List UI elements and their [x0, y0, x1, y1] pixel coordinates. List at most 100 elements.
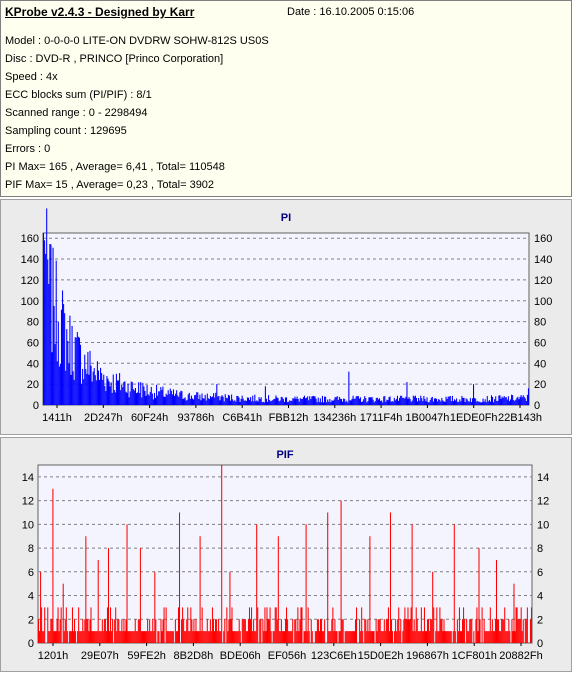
data-bar	[370, 397, 372, 405]
data-bar	[134, 619, 136, 643]
data-bar	[120, 631, 122, 643]
data-bar	[478, 548, 480, 643]
series-pi	[43, 208, 529, 405]
data-bar	[291, 400, 293, 405]
data-bar	[183, 398, 185, 405]
data-bar	[318, 631, 320, 643]
data-bar	[296, 396, 298, 405]
data-bar	[381, 400, 383, 405]
data-bar	[443, 619, 445, 643]
data-bar	[165, 607, 167, 643]
data-bar	[109, 631, 111, 643]
data-bar	[288, 401, 290, 405]
data-bar	[489, 607, 491, 643]
data-bar	[353, 398, 355, 405]
data-bar	[346, 631, 348, 643]
data-bar	[68, 631, 70, 643]
data-bar	[111, 392, 113, 405]
data-bar	[186, 619, 188, 643]
data-bar	[383, 619, 385, 643]
data-bar	[131, 631, 133, 643]
data-bar	[294, 619, 296, 643]
y-tick-label-left: 4	[28, 591, 34, 603]
data-bar	[435, 631, 437, 643]
data-bar	[232, 631, 234, 643]
data-bar	[215, 392, 217, 405]
data-bar	[269, 607, 271, 643]
data-bar	[246, 631, 248, 643]
data-bar	[177, 607, 179, 643]
y-tick-label-left: 140	[21, 254, 39, 266]
data-bar	[393, 397, 395, 405]
data-bar	[449, 396, 451, 405]
data-bar	[151, 393, 153, 405]
data-bar	[182, 607, 184, 643]
data-bar	[148, 395, 150, 405]
data-bar	[493, 631, 495, 643]
data-bar	[470, 619, 472, 643]
data-bar	[182, 399, 184, 405]
data-bar	[239, 631, 241, 643]
data-bar	[380, 400, 382, 405]
data-bar	[495, 559, 498, 643]
data-bar	[345, 401, 347, 405]
data-bar	[190, 607, 192, 643]
data-bar	[175, 631, 177, 643]
data-bar	[171, 631, 173, 643]
data-bar	[178, 396, 180, 405]
data-bar	[402, 398, 404, 405]
data-bar	[79, 344, 82, 405]
data-bar	[297, 607, 299, 643]
data-bar	[505, 631, 507, 643]
data-bar	[170, 390, 172, 405]
data-bar	[185, 631, 187, 643]
data-bar	[263, 631, 265, 643]
data-bar	[408, 619, 410, 643]
data-bar	[381, 631, 383, 643]
data-bar	[228, 395, 231, 405]
data-bar	[83, 379, 85, 405]
data-bar	[212, 396, 214, 405]
data-bar	[199, 394, 201, 405]
data-bar	[235, 631, 237, 643]
data-bar	[94, 375, 96, 405]
data-bar	[133, 631, 135, 643]
data-bar	[242, 398, 244, 405]
data-bar	[442, 631, 444, 643]
data-bar	[167, 390, 169, 405]
data-bar	[418, 631, 420, 643]
data-bar	[190, 395, 192, 405]
data-bar	[264, 607, 266, 643]
data-bar	[501, 619, 503, 643]
data-bar	[471, 619, 473, 643]
data-bar	[227, 631, 229, 643]
data-bar	[240, 398, 242, 405]
data-bar	[191, 398, 194, 405]
data-bar	[236, 395, 238, 405]
data-bar	[349, 400, 351, 405]
data-bar	[101, 619, 103, 643]
data-bar	[292, 619, 294, 643]
data-bar	[388, 631, 390, 643]
data-bar	[358, 398, 360, 405]
data-bar	[275, 607, 277, 643]
data-bar	[525, 619, 527, 643]
data-bar	[375, 397, 377, 405]
data-bar	[431, 396, 433, 405]
data-bar	[301, 398, 303, 405]
data-bar	[139, 393, 141, 405]
data-bar	[89, 350, 91, 405]
data-bar	[471, 398, 474, 405]
data-bar	[419, 631, 421, 643]
data-bar	[445, 396, 447, 405]
data-bar	[503, 619, 505, 643]
data-bar	[138, 619, 140, 643]
data-bar	[114, 392, 116, 405]
data-bar	[290, 631, 292, 643]
data-bar	[194, 631, 196, 643]
data-bar	[152, 399, 154, 405]
data-bar	[147, 619, 149, 643]
data-bar	[103, 619, 105, 643]
data-bar	[334, 397, 336, 405]
data-bar	[46, 208, 48, 405]
